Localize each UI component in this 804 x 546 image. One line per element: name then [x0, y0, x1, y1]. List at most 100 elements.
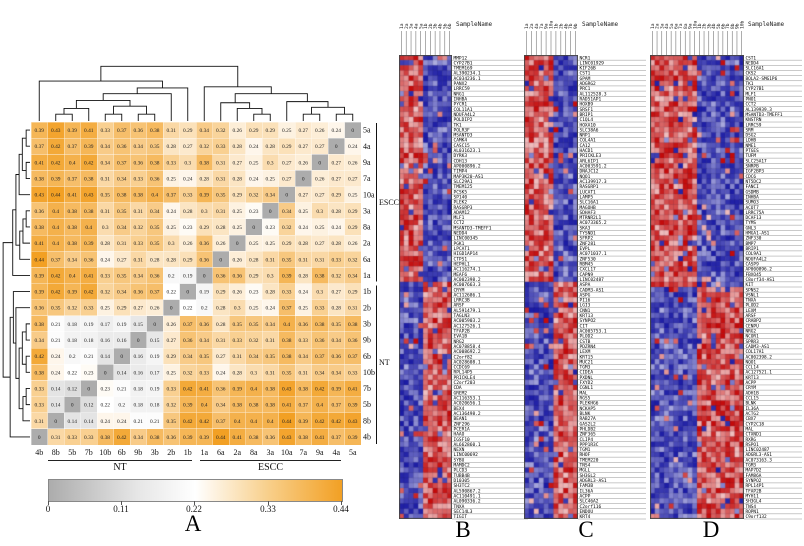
svg-text:0.4: 0.4: [52, 209, 59, 215]
svg-text:SUMO3: SUMO3: [746, 200, 760, 206]
svg-text:CAMK4: CAMK4: [454, 138, 468, 144]
svg-text:0.37: 0.37: [68, 144, 78, 150]
svg-text:2b: 2b: [167, 448, 175, 457]
colorbar-tick: [48, 501, 49, 505]
svg-text:CGNL1: CGNL1: [580, 385, 594, 391]
svg-text:0.15: 0.15: [150, 338, 160, 344]
svg-text:AC110491.1: AC110491.1: [454, 493, 481, 499]
svg-text:0.38: 0.38: [117, 193, 127, 199]
svg-text:AC116274.1: AC116274.1: [454, 267, 481, 273]
svg-text:0.3: 0.3: [234, 306, 241, 312]
svg-text:0.21: 0.21: [150, 419, 160, 425]
svg-text:MUC21: MUC21: [580, 359, 594, 365]
svg-text:C8orf34-AS1: C8orf34-AS1: [746, 277, 775, 283]
svg-text:BMP7: BMP7: [746, 241, 757, 247]
svg-text:0.27: 0.27: [348, 177, 358, 183]
row-group-label-escc: ESCC: [379, 198, 400, 207]
svg-text:0.33: 0.33: [35, 403, 45, 409]
svg-text:MAP7D2: MAP7D2: [746, 468, 762, 474]
svg-text:0.34: 0.34: [117, 290, 127, 296]
svg-text:SPNS2: SPNS2: [746, 287, 760, 293]
svg-text:KRT13: KRT13: [746, 375, 760, 381]
svg-text:5a: 5a: [349, 448, 357, 457]
svg-text:CRYM: CRYM: [746, 385, 757, 391]
svg-text:0.3: 0.3: [201, 209, 208, 215]
svg-text:0.38: 0.38: [134, 193, 144, 199]
nt-group-underline: [48, 460, 192, 461]
svg-text:0.36: 0.36: [150, 273, 160, 279]
svg-text:0.22: 0.22: [183, 306, 193, 312]
svg-text:0.24: 0.24: [167, 209, 177, 215]
svg-text:PANX2: PANX2: [454, 81, 468, 87]
svg-text:AC005903.2: AC005903.2: [454, 318, 481, 324]
svg-text:NCKAP5: NCKAP5: [580, 406, 597, 412]
svg-text:0.25: 0.25: [101, 306, 111, 312]
svg-text:RHOF: RHOF: [580, 452, 591, 458]
svg-text:FANCI: FANCI: [746, 184, 760, 190]
svg-text:BRIP1: BRIP1: [580, 112, 594, 118]
svg-text:CTPS1: CTPS1: [454, 256, 468, 262]
svg-text:RPL14P1: RPL14P1: [746, 483, 765, 489]
svg-text:SLC25A17: SLC25A17: [746, 158, 768, 164]
svg-text:0.35: 0.35: [150, 225, 160, 231]
svg-text:FXYD2: FXYD2: [580, 380, 594, 386]
svg-text:HACD1: HACD1: [580, 148, 594, 154]
svg-text:0: 0: [236, 241, 239, 247]
svg-text:COL9A1: COL9A1: [746, 251, 762, 257]
svg-text:BEAN1: BEAN1: [454, 416, 468, 422]
svg-text:LEXM: LEXM: [746, 308, 757, 314]
svg-text:0.36: 0.36: [134, 128, 144, 134]
svg-text:0.34: 0.34: [35, 338, 45, 344]
svg-text:0.35: 0.35: [233, 322, 243, 328]
svg-text:0: 0: [285, 193, 288, 199]
svg-text:PPP1R3C: PPP1R3C: [580, 442, 599, 448]
svg-text:0.35: 0.35: [117, 209, 127, 215]
svg-text:0.39: 0.39: [282, 273, 292, 279]
svg-text:CASP9: CASP9: [746, 261, 760, 267]
svg-text:0.36: 0.36: [266, 435, 276, 441]
svg-text:RXRG: RXRG: [746, 437, 757, 443]
svg-text:7b: 7b: [363, 384, 371, 393]
svg-text:0.38: 0.38: [233, 403, 243, 409]
svg-text:0.18: 0.18: [68, 322, 78, 328]
svg-text:CBX7: CBX7: [746, 416, 757, 422]
svg-text:0.4: 0.4: [52, 225, 59, 231]
svg-text:0.39: 0.39: [348, 403, 358, 409]
svg-text:0.33: 0.33: [200, 370, 210, 376]
svg-text:0.17: 0.17: [101, 322, 111, 328]
colorbar-tick: [268, 501, 269, 505]
svg-text:HIGD1AP14: HIGD1AP14: [454, 251, 479, 257]
svg-text:CTXND1: CTXND1: [746, 432, 762, 438]
svg-text:0.42: 0.42: [84, 290, 94, 296]
svg-text:4b: 4b: [438, 23, 444, 29]
svg-text:0.38: 0.38: [68, 225, 78, 231]
svg-text:0.43: 0.43: [51, 128, 61, 134]
svg-text:0.19: 0.19: [183, 273, 193, 279]
svg-text:0.34: 0.34: [282, 209, 292, 215]
svg-text:0.36: 0.36: [200, 241, 210, 247]
svg-text:0.34: 0.34: [134, 435, 144, 441]
svg-text:9a: 9a: [363, 158, 371, 167]
svg-text:ZNF296: ZNF296: [454, 421, 471, 427]
svg-text:AC127526.1: AC127526.1: [454, 323, 481, 329]
svg-text:ASPA: ASPA: [580, 282, 591, 288]
svg-text:0.39: 0.39: [233, 386, 243, 392]
svg-text:0.27: 0.27: [167, 338, 177, 344]
svg-text:TMEM169: TMEM169: [454, 66, 473, 72]
svg-text:0.31: 0.31: [117, 241, 127, 247]
svg-text:0.26: 0.26: [233, 257, 243, 263]
svg-text:0.38: 0.38: [266, 386, 276, 392]
svg-text:MAL: MAL: [746, 426, 754, 432]
svg-text:SH3GL2: SH3GL2: [580, 473, 597, 479]
svg-text:0.41: 0.41: [282, 403, 292, 409]
svg-text:3a: 3a: [363, 206, 371, 215]
colorbar-tick: [194, 501, 195, 505]
svg-text:0.36: 0.36: [117, 144, 127, 150]
svg-text:0.27: 0.27: [282, 177, 292, 183]
svg-text:0.35: 0.35: [249, 322, 259, 328]
svg-text:0.39: 0.39: [35, 273, 45, 279]
svg-text:0.34: 0.34: [266, 322, 276, 328]
svg-text:DNAJC12: DNAJC12: [580, 169, 599, 175]
svg-text:CST1: CST1: [580, 71, 591, 77]
svg-text:10a: 10a: [281, 448, 293, 457]
